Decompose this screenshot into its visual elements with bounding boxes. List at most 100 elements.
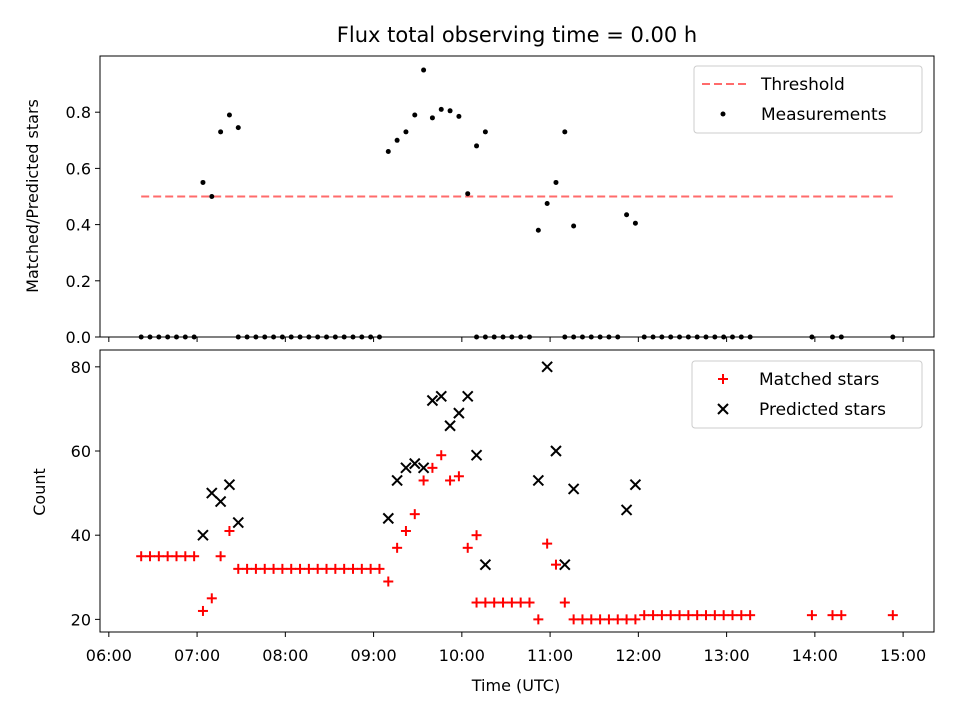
matched-star-marker [339, 563, 350, 574]
measurement-point [632, 220, 638, 226]
measurement-point [421, 67, 427, 73]
legend-measurements-swatch [720, 111, 726, 117]
matched-star-marker [462, 542, 473, 553]
top-x-axis [108, 337, 904, 342]
legend-matched-label: Matched stars [759, 370, 879, 390]
measurement-point [712, 334, 718, 340]
measurement-point [482, 334, 488, 340]
matched-star-marker [836, 610, 847, 621]
matched-star-marker [506, 597, 517, 608]
y-tick-label: 0.6 [66, 159, 91, 178]
matched-star-marker [206, 593, 217, 604]
matched-star-marker [162, 551, 173, 562]
legend-measurements-label: Measurements [761, 105, 887, 125]
matched-star-marker [692, 610, 703, 621]
measurement-point [579, 334, 585, 340]
measurement-point [830, 334, 836, 340]
x-tick-label: 14:00 [792, 646, 838, 665]
matched-star-marker [603, 614, 614, 625]
measurement-point [694, 334, 700, 340]
matched-star-marker [321, 563, 332, 574]
matched-star-marker [577, 614, 588, 625]
measurement-point [615, 334, 621, 340]
measurement-point [491, 334, 497, 340]
measurement-point [244, 334, 250, 340]
bottom-x-axis: 06:00 07:00 08:00 09:00 10:00 11:00 12:00 13:00… [86, 632, 926, 665]
matched-star-marker [356, 563, 367, 574]
measurement-point [253, 334, 259, 340]
measurement-point [147, 334, 153, 340]
measurement-point [890, 334, 896, 340]
x-tick-label: 06:00 [86, 646, 132, 665]
matched-star-marker [639, 610, 650, 621]
bottom-legend-box [691, 360, 923, 429]
matched-stars-points [136, 450, 898, 625]
matched-star-marker [436, 450, 447, 461]
measurement-point [650, 334, 656, 340]
predicted-star-marker [382, 512, 395, 525]
predicted-star-marker [223, 478, 236, 491]
predicted-star-marker [206, 487, 218, 499]
matched-star-marker [392, 542, 403, 553]
predicted-star-marker [567, 483, 580, 495]
measurement-point [685, 334, 691, 340]
matched-star-marker [189, 551, 200, 562]
measurement-point [456, 113, 462, 119]
bottom-y-axis: 20 40 60 80 [71, 358, 100, 629]
matched-star-marker [259, 563, 270, 574]
matched-star-marker [374, 563, 385, 574]
matched-star-marker [559, 597, 570, 608]
predicted-star-marker [435, 390, 447, 403]
measurement-point [641, 334, 647, 340]
measurement-point [588, 334, 594, 340]
y-tick-label: 60 [71, 442, 91, 461]
matched-star-marker [498, 597, 509, 608]
measurement-points [138, 67, 896, 340]
predicted-star-marker [417, 462, 430, 474]
measurement-point [279, 334, 285, 340]
measurement-point [465, 191, 471, 197]
measurement-point [385, 149, 391, 155]
matched-star-marker [215, 551, 226, 562]
matched-star-marker [295, 563, 306, 574]
matched-star-marker [145, 551, 156, 562]
matched-star-marker [233, 563, 244, 574]
legend-predicted-swatch [717, 403, 729, 415]
measurement-point [624, 212, 630, 218]
predicted-star-marker [400, 462, 412, 474]
legend-threshold-label: Threshold [760, 75, 845, 95]
y-tick-label: 0.8 [66, 103, 91, 122]
matched-star-marker [586, 614, 597, 625]
top-plot-frame [99, 55, 935, 338]
matched-star-marker [665, 610, 676, 621]
matched-star-marker [745, 610, 756, 621]
predicted-star-marker [232, 516, 244, 529]
measurement-point [677, 334, 683, 340]
matched-star-marker [180, 551, 191, 562]
predicted-star-marker [541, 361, 553, 373]
matched-star-marker [383, 576, 394, 587]
measurement-point [544, 201, 550, 207]
x-tick-label: 07:00 [174, 646, 220, 665]
measurement-point [262, 334, 268, 340]
matched-star-marker [197, 605, 208, 616]
x-tick-label: 11:00 [527, 646, 573, 665]
measurement-point [271, 334, 277, 340]
matched-star-marker [524, 597, 535, 608]
matched-star-marker [409, 509, 420, 520]
matched-star-marker [709, 610, 720, 621]
matched-star-marker [153, 551, 164, 562]
matched-star-marker [418, 475, 429, 486]
y-tick-label: 0.0 [66, 328, 91, 347]
matched-star-marker [171, 551, 182, 562]
matched-star-marker [303, 563, 314, 574]
matched-star-marker [480, 597, 491, 608]
x-tick-label: 13:00 [704, 646, 750, 665]
measurement-point [571, 334, 577, 340]
x-tick-label: 10:00 [439, 646, 485, 665]
matched-star-marker [621, 614, 632, 625]
matched-star-marker [806, 610, 817, 621]
matched-star-marker [347, 563, 358, 574]
predicted-star-marker [559, 558, 571, 571]
